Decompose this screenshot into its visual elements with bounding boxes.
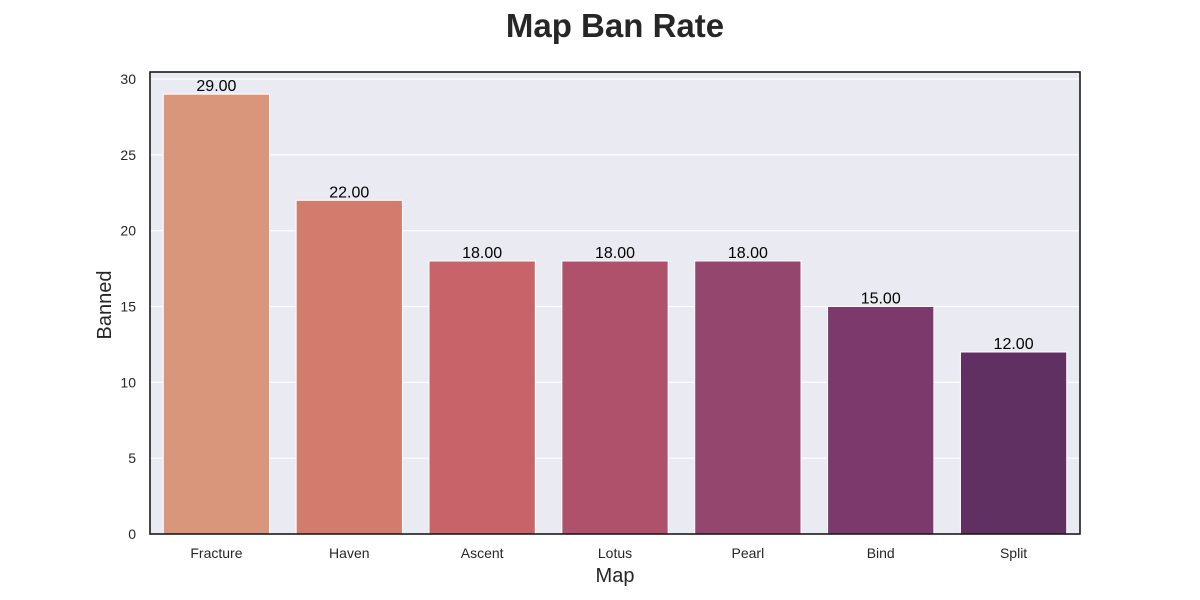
x-tick-label: Fracture xyxy=(190,545,242,561)
x-tick-label: Split xyxy=(1000,545,1027,561)
bar-fracture xyxy=(162,93,271,535)
bar-bind xyxy=(827,306,935,535)
y-tick-label: 25 xyxy=(120,147,136,163)
x-tick-label: Ascent xyxy=(461,545,504,561)
x-tick-label: Lotus xyxy=(598,545,632,561)
bar-lotus xyxy=(561,260,669,535)
plot-frame xyxy=(149,71,1081,535)
x-axis-label: Map xyxy=(596,565,635,587)
y-tick-label: 0 xyxy=(128,526,136,542)
data-label: 12.00 xyxy=(994,336,1034,353)
bar-pearl xyxy=(694,260,802,535)
bar-ascent xyxy=(428,260,536,535)
data-label: 18.00 xyxy=(728,245,768,262)
x-tick-label: Bind xyxy=(867,545,895,561)
plot-area: 29.00 Fracture 22.00 Haven 18.00 Ascent 18.00 L… xyxy=(120,71,1081,561)
y-tick-label: 20 xyxy=(120,223,136,239)
x-tick-label: Pearl xyxy=(732,545,765,561)
bar-split xyxy=(959,351,1068,535)
data-label: 18.00 xyxy=(462,245,502,262)
data-label: 22.00 xyxy=(329,184,369,201)
y-tick-label: 30 xyxy=(120,71,136,87)
y-tick-label: 5 xyxy=(128,450,136,466)
y-tick-label: 10 xyxy=(120,374,136,390)
y-tick-label: 15 xyxy=(120,299,136,315)
data-label: 18.00 xyxy=(595,245,635,262)
data-label: 15.00 xyxy=(861,291,901,308)
x-tick-label: Haven xyxy=(329,545,369,561)
chart-title: Map Ban Rate xyxy=(506,7,724,44)
y-axis-label: Banned xyxy=(94,271,116,340)
data-label: 29.00 xyxy=(196,78,236,95)
bar-haven xyxy=(295,199,403,535)
